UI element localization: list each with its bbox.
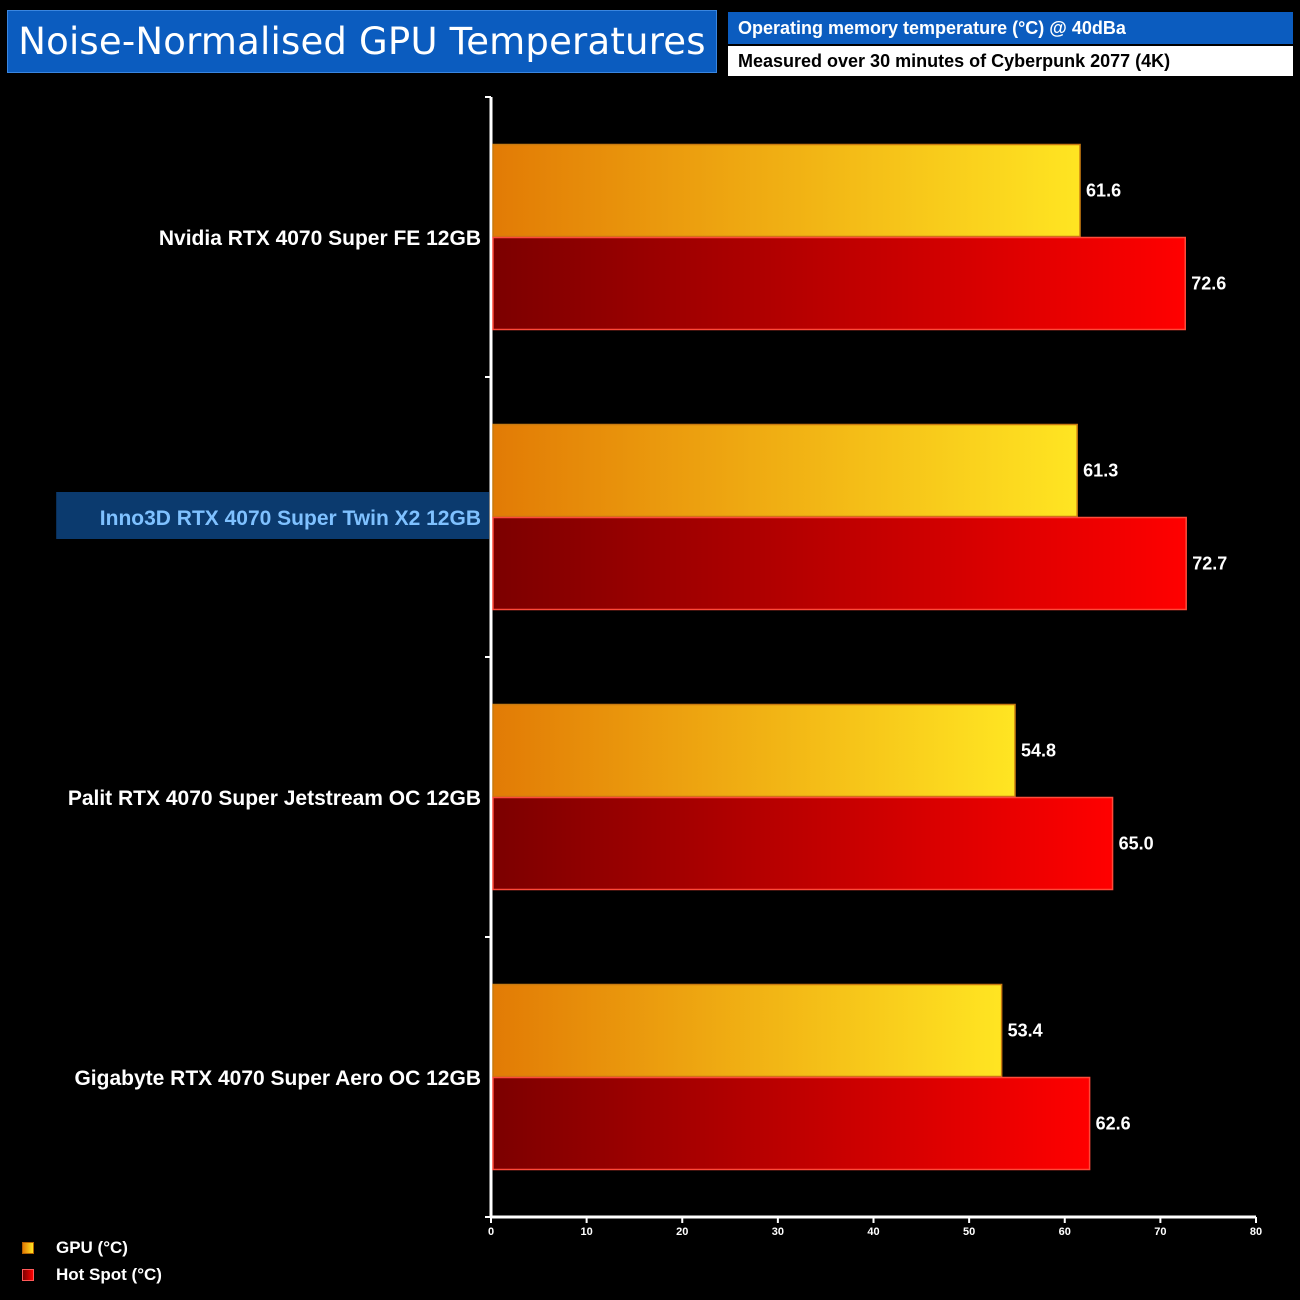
chart-subtitle-secondary: Measured over 30 minutes of Cyberpunk 20…: [728, 46, 1293, 76]
data-label-gpu: 53.4: [1008, 1021, 1043, 1041]
data-label-hotspot: 65.0: [1119, 834, 1154, 854]
legend-item-hotspot: Hot Spot (°C): [22, 1265, 162, 1285]
category-label: Nvidia RTX 4070 Super FE 12GB: [159, 227, 481, 250]
data-label-hotspot: 72.6: [1191, 274, 1226, 294]
legend-swatch-gpu: [22, 1242, 34, 1254]
category-label: Gigabyte RTX 4070 Super Aero OC 12GB: [74, 1067, 481, 1090]
data-label-hotspot: 72.7: [1192, 554, 1227, 574]
data-label-gpu: 61.6: [1086, 181, 1121, 201]
chart-title-box: Noise-Normalised GPU Temperatures: [7, 10, 717, 73]
category-label: Inno3D RTX 4070 Super Twin X2 12GB: [100, 507, 481, 530]
category-label: Palit RTX 4070 Super Jetstream OC 12GB: [68, 787, 481, 810]
category-highlight: [56, 492, 489, 539]
bar-hotspot: [492, 516, 1187, 611]
bar-hotspot: [492, 796, 1114, 891]
bar-hotspot: [492, 236, 1186, 331]
bar-gpu: [492, 143, 1081, 238]
legend-item-gpu: GPU (°C): [22, 1238, 128, 1258]
x-tick-label: 10: [581, 1226, 593, 1238]
x-tick-label: 0: [488, 1226, 494, 1238]
bar-hotspot: [492, 1076, 1091, 1171]
x-tick-label: 40: [867, 1226, 879, 1238]
chart-title: Noise-Normalised GPU Temperatures: [18, 20, 706, 63]
data-label-hotspot: 62.6: [1096, 1114, 1131, 1134]
bar-gpu: [492, 423, 1078, 518]
x-tick-label: 80: [1250, 1226, 1262, 1238]
bar-gpu: [492, 703, 1016, 798]
x-tick-label: 70: [1154, 1226, 1166, 1238]
x-tick-label: 20: [676, 1226, 688, 1238]
bar-gpu: [492, 983, 1003, 1078]
legend-label-hotspot: Hot Spot (°C): [56, 1265, 162, 1284]
data-label-gpu: 54.8: [1021, 741, 1056, 761]
x-tick-label: 60: [1059, 1226, 1071, 1238]
legend-swatch-hotspot: [22, 1269, 34, 1281]
x-tick-label: 50: [963, 1226, 975, 1238]
legend-label-gpu: GPU (°C): [56, 1238, 128, 1257]
chart-subtitle-primary: Operating memory temperature (°C) @ 40dB…: [728, 12, 1293, 44]
x-tick-label: 30: [772, 1226, 784, 1238]
data-label-gpu: 61.3: [1083, 461, 1118, 481]
